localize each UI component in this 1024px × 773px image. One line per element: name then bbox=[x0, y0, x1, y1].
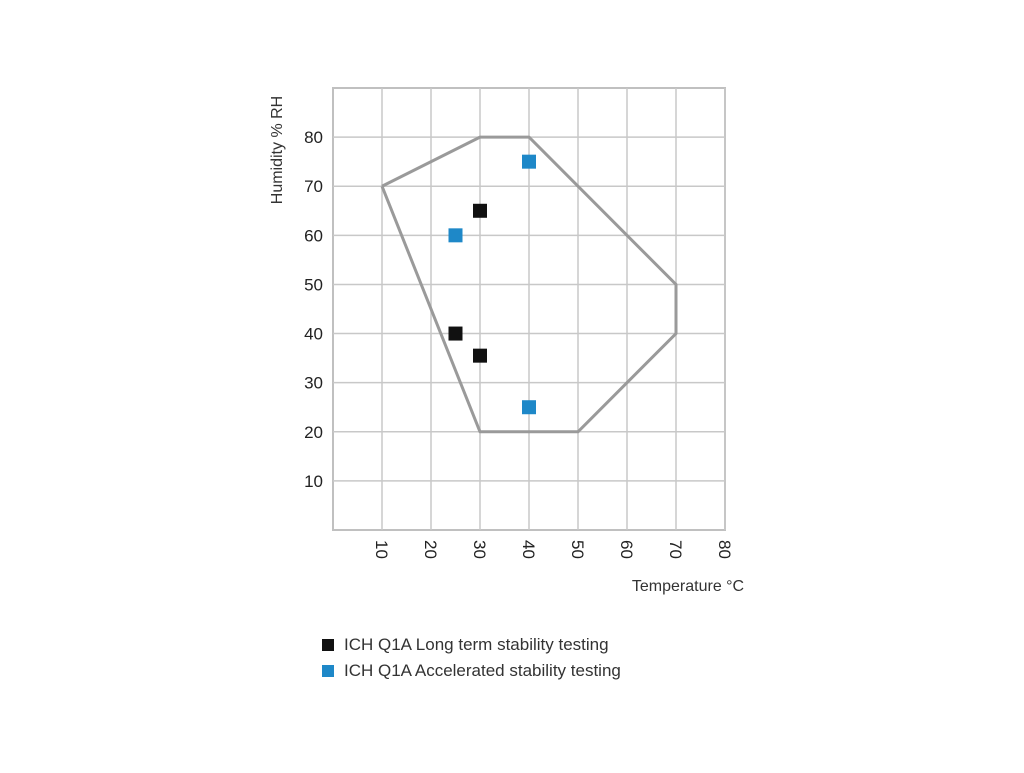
x-tick-label-60: 60 bbox=[617, 540, 636, 559]
legend-item-accelerated: ICH Q1A Accelerated stability testing bbox=[322, 658, 621, 684]
legend-swatch-long-term bbox=[322, 639, 334, 651]
x-tick-label-80: 80 bbox=[715, 540, 734, 559]
grid bbox=[332, 87, 726, 531]
x-tick-label-30: 30 bbox=[470, 540, 489, 559]
y-tick-label-50: 50 bbox=[304, 275, 323, 294]
y-tick-label-10: 10 bbox=[304, 472, 323, 491]
y-tick-label-80: 80 bbox=[304, 128, 323, 147]
data-point-series-1-2 bbox=[522, 400, 536, 415]
legend-swatch-accelerated bbox=[322, 665, 334, 677]
data-point-series-0-0 bbox=[473, 203, 487, 218]
x-tick-label-20: 20 bbox=[421, 540, 440, 559]
tick-labels: 10 20 30 40 50 60 70 80 10 20 30 40 50 60 70 80 bbox=[304, 128, 734, 559]
legend: ICH Q1A Long term stability testing ICH … bbox=[322, 632, 621, 684]
data-point-series-0-2 bbox=[473, 348, 487, 363]
region bbox=[380, 135, 678, 434]
x-tick-label-50: 50 bbox=[568, 540, 587, 559]
x-tick-label-40: 40 bbox=[519, 540, 538, 559]
y-tick-label-20: 20 bbox=[304, 423, 323, 442]
y-tick-label-60: 60 bbox=[304, 226, 323, 245]
y-tick-label-30: 30 bbox=[304, 374, 323, 393]
legend-item-long-term: ICH Q1A Long term stability testing bbox=[322, 632, 621, 658]
y-tick-label-70: 70 bbox=[304, 177, 323, 196]
legend-label-long-term: ICH Q1A Long term stability testing bbox=[344, 635, 609, 654]
legend-label-accelerated: ICH Q1A Accelerated stability testing bbox=[344, 661, 621, 680]
y-axis-label: Humidity % RH bbox=[269, 96, 286, 204]
data-points bbox=[448, 154, 536, 415]
x-tick-label-10: 10 bbox=[372, 540, 391, 559]
stability-region-outline bbox=[380, 135, 678, 434]
data-point-series-0-1 bbox=[448, 326, 463, 341]
data-point-series-1-0 bbox=[522, 154, 536, 169]
y-tick-label-40: 40 bbox=[304, 325, 323, 344]
data-point-series-1-1 bbox=[448, 228, 463, 243]
x-tick-label-70: 70 bbox=[666, 540, 685, 559]
x-axis-label: Temperature °C bbox=[632, 578, 744, 595]
